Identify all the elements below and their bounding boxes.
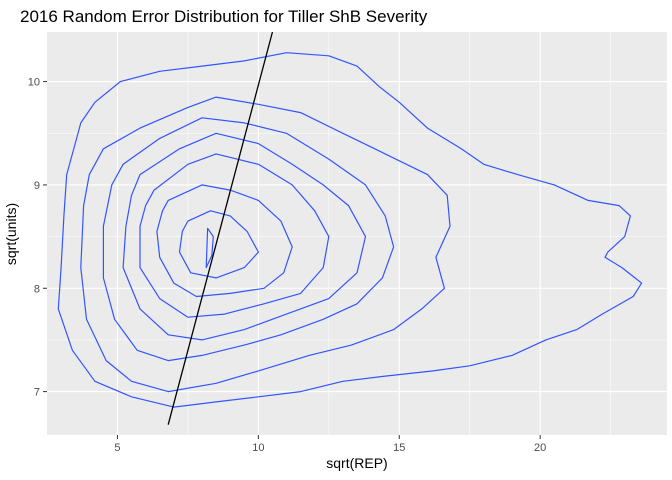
x-tick-label-1: 10 (252, 442, 264, 454)
y-tick-label-1: 8 (34, 283, 40, 295)
y-tick-label-2: 9 (34, 180, 40, 192)
contour-line-5 (156, 184, 293, 298)
plot-panel (47, 32, 667, 435)
contour-line-2 (102, 117, 395, 362)
contour-line-7 (205, 227, 214, 269)
y-tick-label-0: 7 (34, 387, 40, 399)
y-axis-title: sqrt(units) (3, 203, 19, 265)
reference-line (167, 31, 274, 425)
minor-gridlines (47, 32, 667, 435)
axis-ticks (43, 81, 541, 439)
contour-line-1 (80, 96, 451, 393)
y-tick-label-3: 10 (28, 77, 40, 89)
reference-line-layer (167, 31, 274, 425)
contour-line-0 (57, 52, 643, 408)
density-contours (57, 52, 643, 408)
contour-line-3 (122, 132, 367, 341)
x-tick-label-2: 15 (393, 442, 405, 454)
x-tick-label-0: 5 (114, 442, 120, 454)
major-gridlines (47, 32, 667, 435)
chart-title: 2016 Random Error Distribution for Tille… (20, 7, 428, 26)
x-tick-label-3: 20 (534, 442, 546, 454)
contour-line-4 (139, 153, 330, 318)
x-axis-title: sqrt(REP) (326, 455, 387, 471)
